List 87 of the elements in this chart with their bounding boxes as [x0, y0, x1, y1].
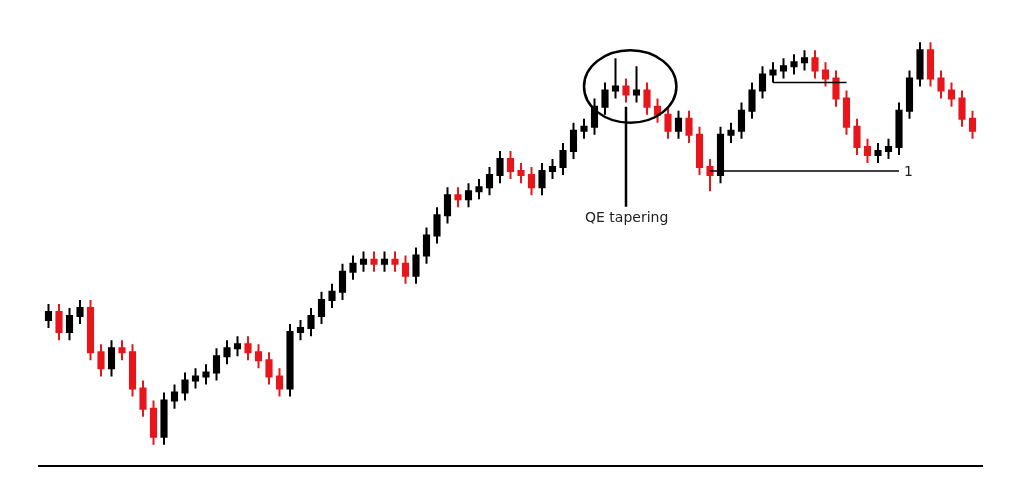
candlestick — [842, 89, 851, 136]
candlestick — [569, 121, 578, 160]
candlestick — [191, 367, 200, 390]
candlestick — [674, 109, 683, 140]
candlestick — [401, 254, 410, 285]
candlestick — [65, 306, 74, 342]
candlestick — [307, 306, 315, 338]
candlestick — [622, 77, 630, 104]
candlestick — [391, 250, 399, 273]
candlestick — [538, 162, 546, 197]
candlestick — [412, 246, 420, 285]
candlestick — [853, 117, 861, 156]
annotation: QE tapering — [585, 209, 669, 225]
candlestick — [937, 69, 945, 100]
candlestick — [811, 49, 819, 80]
candlestick — [863, 137, 872, 165]
candlestick — [790, 53, 798, 76]
candlestick — [76, 298, 84, 326]
candlestick — [695, 125, 704, 177]
candlestick — [433, 206, 441, 245]
candlestick — [55, 302, 63, 342]
candlestick — [895, 101, 903, 156]
candlestick — [265, 351, 273, 386]
candlestick — [916, 41, 924, 88]
candlestick — [149, 399, 158, 446]
candlestick — [779, 57, 788, 80]
candlestick — [643, 81, 651, 116]
candlestick — [223, 339, 231, 366]
candlestick — [475, 178, 483, 201]
candlestick — [349, 254, 357, 281]
candlestick — [559, 141, 567, 177]
candlestick — [181, 371, 189, 402]
candlestick — [317, 290, 326, 326]
candlestick — [454, 186, 462, 209]
candlestick — [107, 339, 116, 378]
candlestick — [170, 383, 179, 410]
candlestick — [275, 367, 284, 398]
candlestick — [86, 298, 95, 362]
candlestick — [212, 347, 221, 382]
candlestick — [874, 141, 882, 165]
candlestick — [737, 101, 746, 140]
candlestick — [527, 166, 536, 197]
candlestick — [958, 89, 966, 128]
candlestick — [286, 323, 294, 398]
candlestick — [380, 250, 389, 273]
candlestick — [821, 61, 830, 88]
candlestick — [506, 149, 515, 181]
candlestick — [464, 182, 473, 209]
candlestick — [443, 186, 452, 225]
candlestick — [601, 81, 609, 116]
candlestick — [139, 379, 147, 418]
candlestick — [947, 81, 956, 108]
candlestick — [370, 250, 378, 273]
candlestick — [118, 339, 126, 362]
candlestick — [244, 335, 252, 362]
candlestick — [800, 49, 809, 72]
candlestick — [97, 343, 105, 378]
candlestick — [832, 69, 840, 108]
candlestick — [653, 97, 662, 124]
candlestick — [758, 65, 767, 100]
candlestick — [580, 117, 588, 140]
candlestick — [44, 302, 53, 330]
candlestick — [884, 137, 893, 160]
candlestick — [496, 149, 504, 185]
candlestick — [926, 41, 935, 88]
candlestick — [727, 121, 735, 144]
candlestick — [611, 57, 620, 100]
candlestick — [632, 65, 641, 104]
candlestick — [296, 319, 305, 342]
candlestick — [905, 69, 914, 120]
candlestick — [359, 250, 368, 273]
candlestick — [748, 81, 756, 120]
candlestick — [254, 343, 263, 370]
annotation: 1 — [904, 163, 913, 179]
candlestick — [202, 363, 210, 386]
candlestick — [160, 391, 168, 446]
candlestick — [706, 157, 714, 193]
candlestick — [422, 226, 431, 265]
candlestick — [328, 282, 336, 309]
candlestick — [128, 343, 137, 398]
candlestick — [517, 162, 525, 185]
candlestick — [548, 157, 557, 181]
candlestick — [685, 109, 693, 144]
candlestick — [485, 166, 494, 197]
candlestick — [968, 109, 977, 140]
candlestick — [338, 262, 347, 301]
candlestick — [233, 335, 242, 358]
